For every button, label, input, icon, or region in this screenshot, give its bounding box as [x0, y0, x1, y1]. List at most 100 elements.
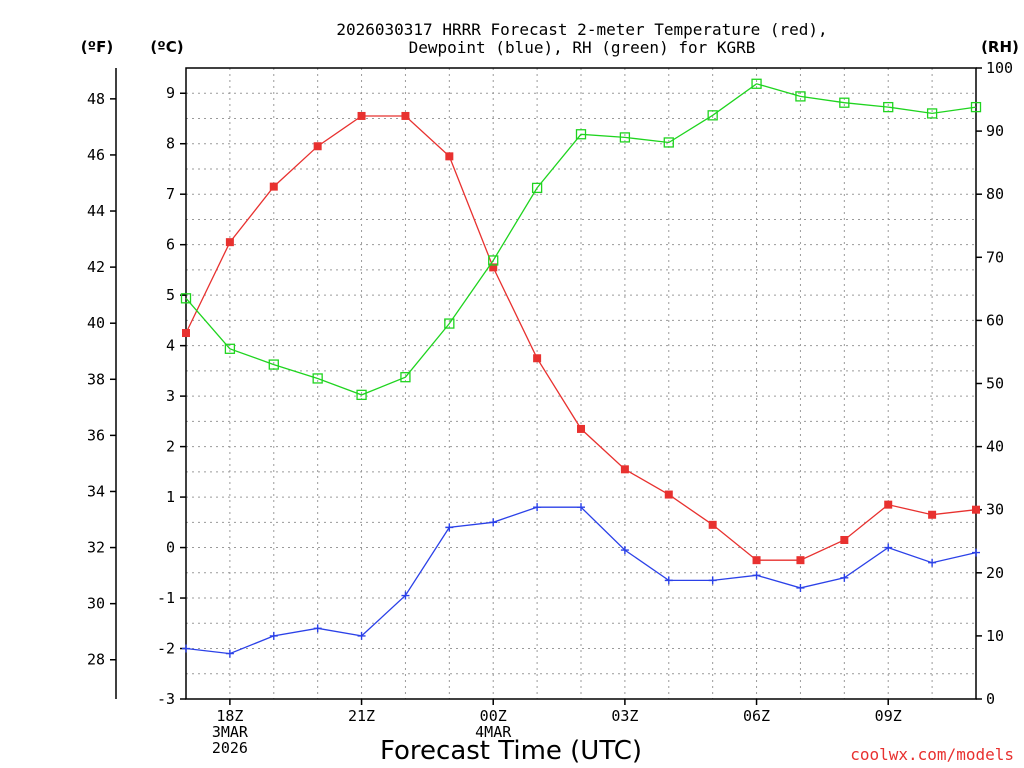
rh-tick-label: 90 [986, 122, 1004, 140]
2-meter-temperature-point [796, 556, 805, 565]
x-tick-label: 09Z [875, 707, 902, 725]
dewpoint-point [269, 631, 278, 640]
2-meter-temperature-point [664, 490, 673, 499]
2-meter-temperature-point [840, 535, 849, 544]
dewpoint-point [708, 576, 717, 585]
rh-point [970, 101, 982, 113]
dewpoint-point [577, 503, 585, 512]
rh-point [356, 389, 367, 401]
rh-tick-label: 0 [986, 690, 995, 708]
dewpoint-point [182, 644, 190, 653]
dewpoint-point [928, 558, 937, 567]
chart-title-line2: Dewpoint (blue), RH (green) for KGRB [409, 38, 756, 57]
celsius-unit-label: (ºC) [150, 38, 183, 56]
dewpoint-point [533, 503, 542, 512]
rh-point [926, 108, 938, 119]
grid-lines [186, 68, 976, 700]
x-tick-label: 3MAR [212, 723, 249, 741]
rh-tick-label: 80 [986, 185, 1004, 203]
rh-tick-label: 60 [986, 311, 1004, 329]
chart-title-line1: 2026030317 HRRR Forecast 2-meter Tempera… [336, 20, 827, 39]
rh-tick-label: 50 [986, 375, 1004, 393]
dewpoint-point [972, 548, 980, 557]
fahrenheit-tick-label: 40 [87, 314, 105, 332]
2-meter-temperature-point [533, 354, 542, 363]
celsius-tick-label: 9 [166, 84, 175, 102]
x-tick-label: 4MAR [475, 723, 512, 741]
2-meter-temperature-point [489, 263, 498, 272]
rh-point [707, 110, 718, 121]
axes: -3-2-10123456789283032343638404244464801… [87, 59, 1013, 757]
celsius-tick-label: -1 [157, 589, 175, 607]
fahrenheit-tick-label: 30 [87, 595, 105, 613]
rh-point [751, 78, 762, 89]
celsius-tick-label: -2 [157, 640, 175, 658]
rh-point [224, 343, 236, 354]
dewpoint-point [489, 518, 498, 527]
celsius-tick-label: 7 [166, 185, 175, 203]
fahrenheit-tick-label: 44 [87, 202, 105, 220]
celsius-tick-label: 5 [166, 286, 175, 304]
rh-point [488, 255, 499, 266]
plot-frame [185, 67, 977, 700]
x-axis-label: Forecast Time (UTC) [380, 736, 642, 766]
celsius-tick-label: 6 [166, 236, 175, 254]
rh-tick-label: 10 [986, 627, 1004, 645]
2-meter-temperature-point [401, 111, 410, 120]
rh-point [795, 91, 806, 102]
rh-unit-label: (RH) [981, 38, 1019, 56]
fahrenheit-tick-label: 32 [87, 539, 105, 557]
rh-tick-label: 40 [986, 438, 1004, 456]
rh-point [444, 318, 455, 329]
2-meter-temperature-point [708, 520, 717, 529]
x-tick-label: 00Z [480, 707, 507, 725]
rh-point [663, 137, 674, 148]
2-meter-temperature-point [928, 510, 937, 519]
dewpoint-point [225, 649, 234, 658]
rh-point [180, 293, 192, 304]
dewpoint-point [840, 573, 849, 582]
celsius-tick-label: 8 [166, 135, 175, 153]
2-meter-temperature-point [884, 500, 893, 509]
fahrenheit-tick-label: 42 [87, 258, 105, 276]
2-meter-temperature-point [620, 465, 629, 474]
2-meter-temperature-point [445, 152, 454, 161]
rh-point [268, 359, 279, 370]
dewpoint-point [401, 591, 410, 600]
x-tick-label: 21Z [348, 707, 375, 725]
rh-tick-label: 20 [986, 564, 1004, 582]
rh-tick-label: 30 [986, 501, 1004, 519]
data-series [180, 78, 982, 658]
fahrenheit-unit-label: (ºF) [81, 38, 113, 56]
dewpoint-point [313, 624, 322, 633]
fahrenheit-tick-label: 34 [87, 482, 105, 500]
x-tick-label: 03Z [611, 707, 638, 725]
2-meter-temperature-point [313, 142, 322, 151]
rh-tick-label: 70 [986, 248, 1004, 266]
2-meter-temperature-point [752, 556, 761, 565]
fahrenheit-tick-label: 36 [87, 426, 105, 444]
rh-point [312, 373, 323, 384]
fahrenheit-tick-label: 28 [87, 651, 105, 669]
celsius-tick-label: 1 [166, 488, 175, 506]
2-meter-temperature-point [972, 505, 980, 514]
rh-point [531, 182, 543, 194]
dewpoint-point [664, 576, 673, 585]
dewpoint-point [752, 571, 761, 580]
dewpoint-point [445, 523, 454, 532]
2-meter-temperature-point [577, 424, 585, 433]
dewpoint-point [884, 543, 893, 552]
rh-tick-label: 100 [986, 59, 1013, 77]
credit-text: coolwx.com/models [850, 745, 1014, 764]
rh-point [839, 97, 850, 108]
celsius-tick-label: 4 [166, 337, 175, 355]
celsius-tick-label: 3 [166, 387, 175, 405]
rh-point [575, 129, 587, 140]
dewpoint-point [796, 583, 805, 592]
celsius-tick-label: 0 [166, 539, 175, 557]
fahrenheit-tick-label: 48 [87, 90, 105, 108]
fahrenheit-tick-label: 46 [87, 146, 105, 164]
rh-line [185, 83, 977, 396]
x-tick-label: 18Z [216, 707, 243, 725]
